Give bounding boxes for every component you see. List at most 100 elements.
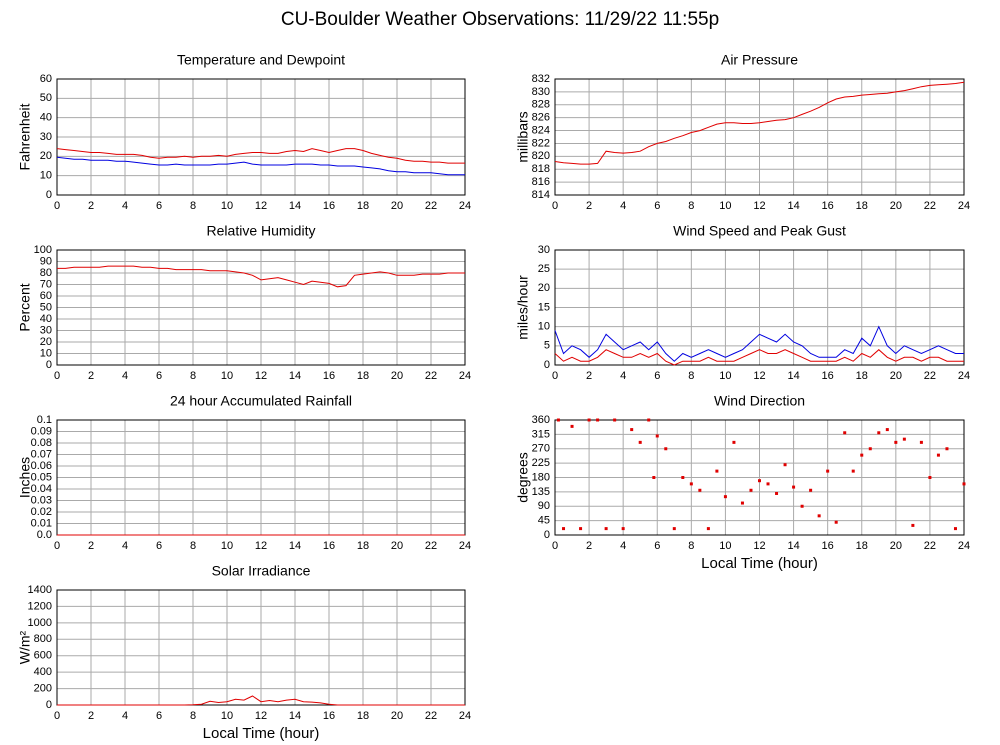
y-tick-label: 20: [538, 282, 550, 294]
y-tick-label: 315: [532, 428, 550, 440]
y-tick-label: 0: [46, 189, 52, 201]
plot-border: [554, 249, 965, 366]
x-tick-label: 18: [856, 370, 868, 382]
data-point: [698, 488, 702, 492]
y-tick-label: 0.07: [31, 448, 52, 460]
y-tick-label: 5: [544, 340, 550, 352]
x-tick-label: 10: [221, 200, 233, 212]
chart-title: Wind Direction: [714, 393, 805, 409]
data-point: [860, 453, 864, 457]
y-tick-label: 135: [532, 486, 550, 498]
y-tick-label: 10: [40, 347, 52, 359]
x-tick-label: 22: [425, 710, 437, 722]
plot-border: [554, 78, 965, 196]
y-tick-label: 20: [40, 150, 52, 162]
x-tick-label: 16: [323, 710, 335, 722]
x-tick-label: 8: [190, 710, 196, 722]
x-tick-label: 14: [289, 710, 301, 722]
data-point: [621, 527, 625, 531]
x-tick-label: 6: [156, 710, 162, 722]
x-tick-label: 16: [323, 370, 335, 382]
data-point: [664, 447, 668, 451]
chart-title: Air Pressure: [721, 52, 798, 68]
data-point: [792, 485, 796, 489]
x-tick-label: 24: [459, 370, 471, 382]
data-point: [851, 469, 855, 473]
x-tick-label: 8: [688, 370, 694, 382]
data-point: [723, 495, 727, 499]
x-tick-label: 24: [958, 200, 970, 212]
x-tick-label: 20: [391, 370, 403, 382]
y-tick-label: 40: [40, 313, 52, 325]
data-point: [638, 440, 642, 444]
y-tick-label: 10: [538, 321, 550, 333]
data-point: [936, 453, 940, 457]
y-tick-label: 0.1: [37, 414, 52, 426]
x-tick-label: 8: [190, 370, 196, 382]
data-point: [945, 447, 949, 451]
y-tick-label: 50: [40, 301, 52, 313]
data-point: [556, 418, 560, 422]
data-point: [962, 482, 966, 486]
x-tick-label: 0: [552, 370, 558, 382]
x-tick-label: 18: [856, 540, 868, 552]
data-point: [826, 469, 830, 473]
data-line: [57, 265, 465, 288]
x-tick-label: 4: [620, 200, 626, 212]
y-tick-label: 90: [538, 500, 550, 512]
plot-border: [554, 419, 965, 536]
data-point: [800, 504, 804, 508]
x-tick-label: 10: [221, 710, 233, 722]
x-tick-label: 12: [255, 370, 267, 382]
x-tick-label: 2: [88, 710, 94, 722]
y-tick-label: 45: [538, 515, 550, 527]
data-line: [57, 695, 465, 706]
x-tick-label: 2: [586, 370, 592, 382]
y-tick-label: 0: [46, 359, 52, 371]
y-tick-label: 50: [40, 92, 52, 104]
x-tick-label: 16: [323, 200, 335, 212]
x-tick-label: 20: [890, 370, 902, 382]
y-tick-label: 0.06: [31, 460, 52, 472]
y-axis-label: millibars: [515, 111, 531, 162]
y-tick-label: 800: [34, 633, 52, 645]
y-tick-label: 60: [40, 73, 52, 85]
plot-border: [56, 249, 466, 366]
data-point: [911, 523, 915, 527]
y-tick-label: 60: [40, 290, 52, 302]
y-tick-label: 225: [532, 457, 550, 469]
data-point: [647, 418, 651, 422]
x-tick-label: 2: [88, 370, 94, 382]
data-point: [715, 469, 719, 473]
data-point: [885, 428, 889, 432]
chart-title: Relative Humidity: [207, 223, 316, 239]
y-tick-label: 40: [40, 112, 52, 124]
x-tick-label: 14: [787, 540, 799, 552]
x-tick-label: 6: [654, 540, 660, 552]
x-tick-label: 22: [924, 540, 936, 552]
y-tick-label: 270: [532, 443, 550, 455]
x-tick-label: 4: [122, 200, 128, 212]
y-tick-label: 0.08: [31, 437, 52, 449]
x-tick-label: 24: [459, 200, 471, 212]
data-point: [570, 424, 574, 428]
data-point: [894, 440, 898, 444]
x-tick-label: 4: [122, 540, 128, 552]
data-point: [706, 527, 710, 531]
x-axis-label: Local Time (hour): [701, 555, 818, 572]
y-tick-label: 828: [532, 99, 550, 111]
data-point: [604, 527, 608, 531]
x-tick-label: 0: [54, 540, 60, 552]
y-tick-label: 0: [46, 699, 52, 711]
data-point: [613, 418, 617, 422]
y-tick-label: 0.09: [31, 425, 52, 437]
x-tick-label: 0: [552, 200, 558, 212]
x-tick-label: 16: [822, 200, 834, 212]
y-tick-label: 0.01: [31, 517, 52, 529]
x-tick-label: 16: [822, 540, 834, 552]
y-tick-label: 826: [532, 112, 550, 124]
x-tick-label: 24: [459, 540, 471, 552]
x-tick-label: 22: [425, 200, 437, 212]
data-point: [928, 476, 932, 479]
